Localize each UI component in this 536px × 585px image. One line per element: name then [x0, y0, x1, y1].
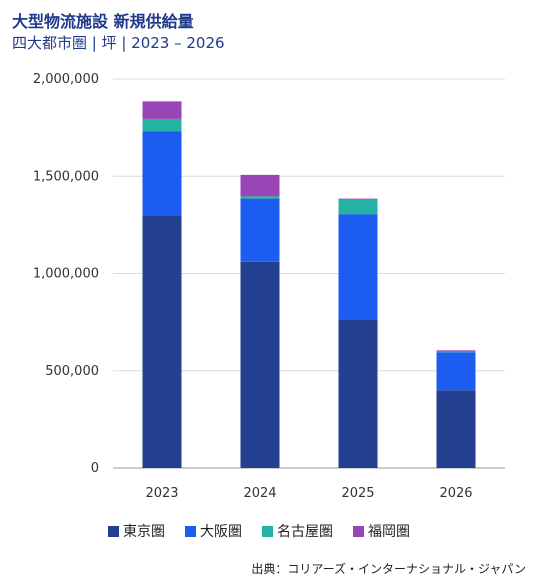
bar-segment — [338, 198, 378, 200]
x-tick-label: 2025 — [341, 486, 374, 501]
chart-subtitle: 四大都市圏 | 坪 | 2023 – 2026 — [12, 34, 225, 52]
x-tick-label: 2026 — [439, 486, 472, 501]
legend-swatch — [353, 525, 364, 537]
source-note: 出典：コリアーズ・インターナショナル・ジャパン — [251, 562, 526, 576]
bar-segment — [240, 261, 280, 468]
legend-item: 福岡圏 — [353, 521, 410, 541]
y-tick-label: 0 — [91, 461, 99, 476]
bar-segment — [338, 319, 378, 468]
legend-swatch — [108, 525, 119, 537]
legend-swatch — [262, 525, 273, 537]
legend-label: 東京圏 — [123, 524, 165, 540]
legend-item: 東京圏 — [108, 521, 165, 541]
chart-legend: 東京圏 大阪圏 名古屋圏 福岡圏 — [108, 521, 410, 541]
y-tick-label: 500,000 — [45, 364, 99, 379]
chart-title: 大型物流施設 新規供給量 — [12, 12, 194, 31]
bar-segment — [338, 199, 378, 215]
bar-segment — [436, 390, 476, 468]
bar-segment — [436, 351, 476, 353]
x-tick-label: 2024 — [243, 486, 276, 501]
bar-segment — [142, 101, 182, 119]
legend-swatch — [185, 525, 196, 537]
bar-segment — [240, 198, 280, 262]
bar-segment — [436, 352, 476, 391]
bar-segment — [142, 131, 182, 216]
bar-segment — [240, 196, 280, 199]
y-tick-label: 2,000,000 — [33, 72, 99, 87]
y-tick-label: 1,500,000 — [33, 169, 99, 184]
legend-label: 名古屋圏 — [277, 524, 333, 540]
bar-segment — [142, 215, 182, 468]
bar-segment — [436, 350, 476, 352]
y-tick-label: 1,000,000 — [33, 267, 99, 282]
bar-segment — [240, 174, 280, 197]
legend-label: 大阪圏 — [200, 524, 242, 540]
legend-label: 福岡圏 — [368, 524, 410, 540]
bar-segment — [142, 118, 182, 132]
chart-plot: 0 500,000 1,000,000 1,500,000 2,000,000 2023 2… — [33, 72, 505, 501]
x-tick-label: 2023 — [145, 486, 178, 501]
legend-item: 大阪圏 — [185, 521, 242, 541]
legend-item: 名古屋圏 — [262, 521, 333, 541]
bar-segment — [338, 214, 378, 320]
